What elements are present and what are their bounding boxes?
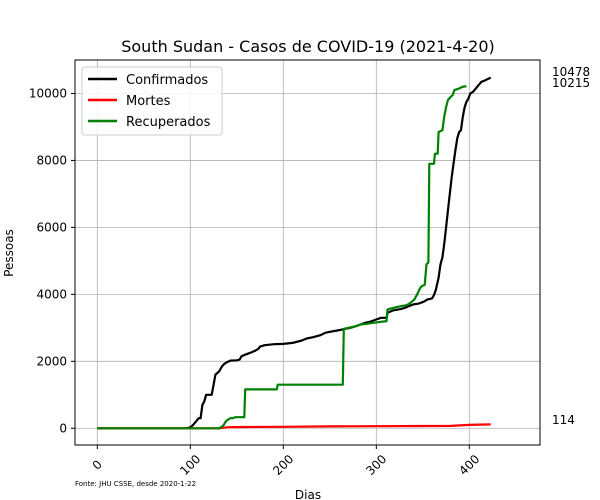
y-tick-label: 4000 (36, 287, 67, 301)
x-axis-ticks: 0 100 200 300 400 (90, 445, 482, 478)
end-value-label: 10215 (552, 76, 590, 90)
legend-label: Recuperados (126, 115, 211, 130)
chart-title: South Sudan - Casos de COVID-19 (2021-4-… (121, 37, 495, 56)
y-tick-label: 8000 (36, 153, 67, 167)
legend-box (81, 66, 223, 136)
x-tick-label: 100 (177, 452, 203, 478)
legend-label: Confirmados (126, 73, 208, 88)
series-line-mortes (97, 423, 491, 430)
x-tick-label: 200 (270, 452, 296, 478)
series-lines (97, 76, 492, 430)
y-tick-label: 2000 (36, 354, 67, 368)
end-value-label: 114 (552, 413, 575, 427)
x-tick-label: 400 (456, 452, 482, 478)
y-tick-label: 10000 (29, 86, 67, 100)
legend-label: Mortes (126, 94, 171, 109)
source-note: Fonte: JHU CSSE, desde 2020-1-22 (75, 480, 196, 488)
y-tick-label: 6000 (36, 220, 67, 234)
legend: Confirmados Mortes Recuperados (81, 66, 223, 136)
x-tick-label: 300 (363, 452, 389, 478)
series-line-recuperados (97, 85, 467, 430)
y-axis-ticks: 0 2000 4000 6000 8000 10000 (29, 86, 75, 435)
x-axis-label: Dias (295, 488, 321, 500)
y-axis-label: Pessoas (2, 229, 16, 277)
x-tick-label: 0 (90, 457, 105, 472)
end-value-label: 10478 (552, 65, 590, 79)
plot-frame (74, 59, 541, 446)
y-tick-label: 0 (59, 421, 67, 435)
